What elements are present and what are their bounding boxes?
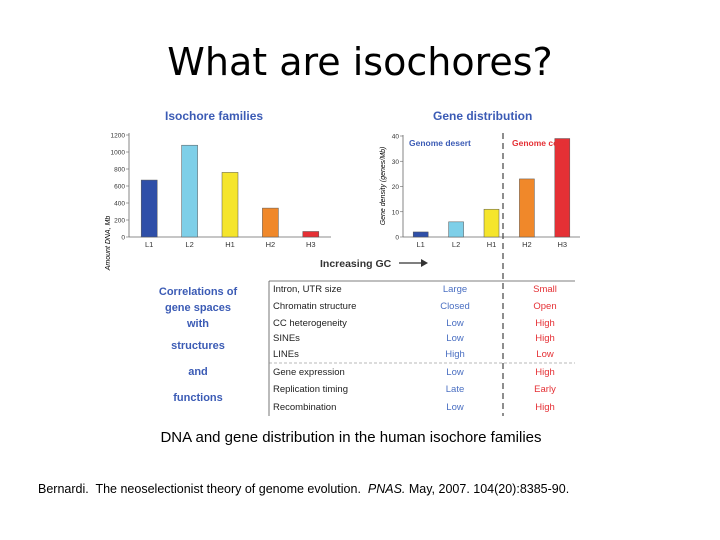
annotation-genome-core: Genome core: [512, 138, 567, 148]
row-core-value: High: [535, 318, 555, 329]
chart2-bar-l1: [412, 231, 429, 238]
chart1-category-label: L2: [185, 240, 193, 249]
table-row: CC heterogeneity Low High: [273, 318, 555, 329]
row-core-value: High: [535, 333, 555, 344]
chart2-ylabel: Gene density (genes/Mb): [380, 147, 387, 226]
chart1-ytick-label: 1000: [111, 150, 126, 157]
arrow-head-icon: [421, 259, 428, 267]
row-core-value: Low: [536, 349, 554, 360]
row-desert-value: Closed: [440, 301, 470, 312]
chart1-category-label: H2: [266, 240, 276, 249]
chart2-bar-h3: [554, 138, 571, 238]
row-feature: Chromatin structure: [273, 301, 356, 312]
citation-details: May, 2007. 104(20):8385-90.: [408, 482, 570, 496]
row-core-value: High: [535, 402, 555, 413]
chart2-ytick-label: 40: [392, 134, 400, 141]
isochore-figure: Isochore families Amount DNA, Mb 0200400…: [105, 109, 580, 416]
row-feature: SINEs: [273, 333, 300, 344]
correlations-title-line: structures: [171, 340, 225, 352]
chart1-ytick-label: 600: [114, 184, 125, 191]
table-row: LINEs High Low: [273, 349, 554, 360]
chart2-bar-h1: [483, 208, 500, 238]
chart1-ylabel: Amount DNA, Mb: [105, 216, 112, 272]
chart2-category-label: L1: [417, 240, 425, 249]
row-feature: Gene expression: [273, 367, 345, 378]
chart1-ytick-label: 200: [114, 218, 125, 225]
correlations-title-line: Correlations of: [159, 286, 238, 298]
row-desert-value: Low: [446, 402, 464, 413]
slide-title: What are isochores?: [167, 40, 553, 84]
increasing-gc-label: Increasing GC: [320, 258, 392, 270]
chart1-category-label: H3: [306, 240, 316, 249]
chart2-category-label: H1: [487, 240, 497, 249]
chart1-category-label: H1: [225, 240, 235, 249]
row-desert-value: Late: [446, 384, 465, 395]
table-row: Chromatin structure Closed Open: [273, 301, 557, 312]
chart1-bar-h1: [221, 172, 239, 238]
citation-authors: Bernardi.: [38, 482, 89, 496]
row-feature: Replication timing: [273, 384, 348, 395]
citation-journal: PNAS.: [367, 482, 406, 496]
row-feature: CC heterogeneity: [273, 318, 347, 329]
row-core-value: Early: [534, 384, 556, 395]
correlations-title-line: with: [186, 318, 209, 330]
row-desert-value: High: [445, 349, 465, 360]
correlations-title-line: and: [188, 366, 208, 378]
chart1-bar-h2: [262, 207, 279, 238]
row-core-value: Open: [533, 301, 556, 312]
chart1-ytick-label: 1200: [111, 133, 126, 140]
citation-article: The neoselectionist theory of genome evo…: [95, 482, 361, 496]
row-feature: Recombination: [273, 402, 336, 413]
row-feature: LINEs: [273, 349, 299, 360]
chart2-title: Gene distribution: [433, 109, 532, 123]
chart1-ytick-label: 400: [114, 201, 125, 208]
row-core-value: High: [535, 367, 555, 378]
table-row: Gene expression Low High: [273, 367, 555, 378]
chart1-bar-l2: [181, 144, 198, 238]
chart2-category-label: L2: [452, 240, 460, 249]
chart1-title: Isochore families: [165, 109, 263, 123]
chart2-ytick-label: 30: [392, 159, 400, 166]
correlations-title-line: gene spaces: [165, 302, 231, 314]
figure-caption: DNA and gene distribution in the human i…: [160, 429, 542, 446]
table-row: SINEs Low High: [273, 333, 555, 344]
row-feature: Intron, UTR size: [273, 284, 342, 295]
annotation-genome-desert: Genome desert: [409, 138, 471, 148]
chart2-category-label: H2: [522, 240, 532, 249]
chart1-bar-h3: [302, 231, 320, 238]
row-desert-value: Low: [446, 318, 464, 329]
correlations-title-line: functions: [173, 392, 223, 404]
chart2-category-label: H3: [558, 240, 568, 249]
chart2-bar-h2: [519, 178, 535, 238]
citation: Bernardi. The neoselectionist theory of …: [38, 482, 569, 496]
chart1-ytick-label: 800: [114, 167, 125, 174]
row-core-value: Small: [533, 284, 557, 295]
table-row: Intron, UTR size Large Small: [273, 284, 557, 295]
row-desert-value: Low: [446, 367, 464, 378]
chart2-ytick-label: 10: [392, 209, 400, 216]
row-desert-value: Large: [443, 284, 467, 295]
table-row: Replication timing Late Early: [273, 384, 556, 395]
chart2-ytick-label: 0: [395, 235, 399, 242]
chart2-ytick-label: 20: [392, 184, 400, 191]
chart1-bar-l1: [140, 179, 158, 238]
chart1-category-label: L1: [145, 240, 153, 249]
chart2-bar-l2: [448, 221, 464, 238]
chart1-ytick-label: 0: [121, 235, 125, 242]
row-desert-value: Low: [446, 333, 464, 344]
table-row: Recombination Low High: [273, 402, 555, 413]
